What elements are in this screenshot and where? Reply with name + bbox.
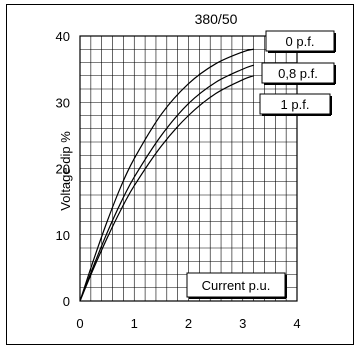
chart-frame [6, 4, 354, 345]
y-tick-label: 0 [63, 294, 70, 309]
series-label: 0,8 p.f. [278, 66, 318, 81]
plot-area-border [79, 35, 298, 302]
series-line-3 [79, 75, 254, 302]
series-labels: 0 p.f. 0,8 p.f. 1 p.f. [259, 30, 336, 116]
x-tick-label: 3 [239, 316, 246, 331]
plot-border [79, 35, 298, 302]
x-tick-label: 0 [76, 316, 83, 331]
series-line-2 [79, 64, 254, 302]
series-line-1 [79, 48, 254, 302]
x-axis-label: Current p.u. [202, 278, 271, 293]
y-tick-label: 10 [56, 228, 70, 243]
x-tick-label: 1 [131, 316, 138, 331]
x-axis-label-box: Current p.u. [186, 272, 287, 299]
y-tick-label: 40 [56, 29, 70, 44]
series-label: 0 p.f. [286, 34, 315, 49]
chart-title: 380/50 [195, 11, 238, 27]
y-axis-label: Voltage dip % [58, 131, 73, 211]
x-tick-label: 2 [185, 316, 192, 331]
y-tick-label: 30 [56, 95, 70, 110]
y-tick-label: 20 [56, 162, 70, 177]
x-tick-label: 4 [293, 316, 300, 331]
curves [79, 48, 254, 302]
series-label: 1 p.f. [281, 97, 310, 112]
